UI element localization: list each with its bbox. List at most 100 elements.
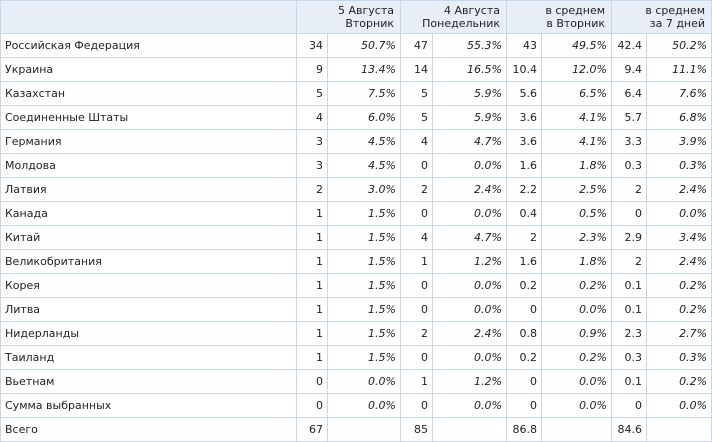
aug5-percent: 1.5% — [327, 297, 401, 322]
avg-tuesday-percent: 4.1% — [540, 105, 613, 130]
table-row: Соединенные Штаты 4 6.0% 5 5.9% 3.6 4.1% 5.7 6.8… — [0, 105, 712, 130]
aug4-value: 2 — [400, 177, 433, 202]
avg-tuesday-value: 0.2 — [506, 273, 542, 298]
aug4-percent: 0.0% — [432, 201, 507, 226]
aug4-percent: 0.0% — [432, 273, 507, 298]
aug4-value: 0 — [400, 153, 433, 178]
aug5-value: 1 — [296, 249, 328, 274]
avg-tuesday-percent: 49.5% — [540, 33, 613, 58]
country-cell: Сумма выбранных — [0, 393, 297, 418]
aug4-value: 4 — [400, 129, 433, 154]
avg-7days-percent: 50.2% — [646, 33, 712, 58]
avg-7days-value: 2 — [611, 177, 648, 202]
country-cell: Латвия — [0, 177, 297, 202]
table-row: Российская Федерация 34 50.7% 47 55.3% 43 49.5… — [0, 33, 712, 58]
aug4-percent: 0.0% — [432, 393, 507, 418]
aug4-value: 47 — [400, 33, 433, 58]
aug4-value: 0 — [400, 297, 433, 322]
aug4-percent: 4.7% — [432, 129, 507, 154]
country-cell: Корея — [0, 273, 297, 298]
avg-7days-percent: 3.9% — [646, 129, 712, 154]
aug5-value: 1 — [296, 345, 328, 370]
aug5-value: 1 — [296, 201, 328, 226]
aug4-percent: 4.7% — [432, 225, 507, 250]
aug5-percent: 1.5% — [327, 201, 401, 226]
column-header-avg-tuesday-line1: в среднем — [545, 4, 606, 17]
column-header-avg-7days[interactable]: в среднем за 7 дней — [611, 0, 712, 34]
total-row: Всего 67 85 86.8 84.6 — [0, 417, 712, 442]
avg-tuesday-value: 5.6 — [506, 81, 542, 106]
aug4-value: 1 — [400, 249, 433, 274]
avg-tuesday-percent: 12.0% — [540, 57, 613, 82]
total-label: Всего — [0, 417, 297, 442]
table-row: Латвия 2 3.0% 2 2.4% 2.2 2.5% 2 2.4% — [0, 177, 712, 202]
aug4-value: 5 — [400, 105, 433, 130]
aug4-percent: 1.2% — [432, 249, 507, 274]
total-aug4: 85 — [400, 417, 433, 442]
aug4-percent: 0.0% — [432, 153, 507, 178]
avg-tuesday-value: 1.6 — [506, 249, 542, 274]
aug5-value: 34 — [296, 33, 328, 58]
avg-7days-value: 0.1 — [611, 273, 648, 298]
aug4-value: 2 — [400, 321, 433, 346]
avg-7days-value: 5.7 — [611, 105, 648, 130]
total-aug5: 67 — [296, 417, 328, 442]
aug5-percent: 0.0% — [327, 393, 401, 418]
avg-tuesday-value: 2 — [506, 225, 542, 250]
country-cell: Российская Федерация — [0, 33, 297, 58]
aug4-value: 1 — [400, 369, 433, 394]
aug5-value: 3 — [296, 129, 328, 154]
aug5-value: 4 — [296, 105, 328, 130]
column-header-aug5[interactable]: 5 Августа Вторник — [296, 0, 401, 34]
aug5-percent: 1.5% — [327, 321, 401, 346]
table-body: Российская Федерация 34 50.7% 47 55.3% 43 49.5… — [0, 33, 712, 418]
aug4-percent: 1.2% — [432, 369, 507, 394]
avg-7days-value: 0.3 — [611, 345, 648, 370]
total-avg-7days: 84.6 — [611, 417, 648, 442]
avg-7days-value: 0.1 — [611, 369, 648, 394]
avg-7days-value: 3.3 — [611, 129, 648, 154]
avg-7days-percent: 0.3% — [646, 345, 712, 370]
avg-7days-percent: 2.4% — [646, 249, 712, 274]
country-cell: Украина — [0, 57, 297, 82]
table-row: Германия 3 4.5% 4 4.7% 3.6 4.1% 3.3 3.9% — [0, 129, 712, 154]
aug5-value: 1 — [296, 297, 328, 322]
aug4-percent: 5.9% — [432, 81, 507, 106]
avg-tuesday-percent: 0.5% — [540, 201, 613, 226]
aug5-value: 1 — [296, 225, 328, 250]
avg-7days-value: 0.3 — [611, 153, 648, 178]
column-header-aug4[interactable]: 4 Августа Понедельник — [400, 0, 507, 34]
table-row: Сумма выбранных 0 0.0% 0 0.0% 0 0.0% 0 0.0% — [0, 393, 712, 418]
avg-tuesday-percent: 1.8% — [540, 153, 613, 178]
column-header-aug4-day: Понедельник — [422, 17, 500, 30]
avg-7days-percent: 6.8% — [646, 105, 712, 130]
avg-tuesday-percent: 4.1% — [540, 129, 613, 154]
avg-tuesday-percent: 0.9% — [540, 321, 613, 346]
table-row: Корея 1 1.5% 0 0.0% 0.2 0.2% 0.1 0.2% — [0, 273, 712, 298]
aug5-percent: 7.5% — [327, 81, 401, 106]
aug4-percent: 2.4% — [432, 321, 507, 346]
avg-7days-percent: 0.0% — [646, 201, 712, 226]
avg-tuesday-value: 2.2 — [506, 177, 542, 202]
avg-tuesday-percent: 0.2% — [540, 345, 613, 370]
aug4-value: 0 — [400, 345, 433, 370]
avg-tuesday-value: 0 — [506, 393, 542, 418]
aug5-value: 2 — [296, 177, 328, 202]
country-cell: Таиланд — [0, 345, 297, 370]
avg-tuesday-value: 0 — [506, 369, 542, 394]
avg-7days-percent: 0.2% — [646, 273, 712, 298]
aug4-percent: 5.9% — [432, 105, 507, 130]
column-header-avg-7days-line1: в среднем — [645, 4, 706, 17]
avg-7days-value: 0 — [611, 393, 648, 418]
avg-7days-value: 0.1 — [611, 297, 648, 322]
aug5-percent: 13.4% — [327, 57, 401, 82]
country-cell: Вьетнам — [0, 369, 297, 394]
table-row: Великобритания 1 1.5% 1 1.2% 1.6 1.8% 2 2.4% — [0, 249, 712, 274]
column-header-avg-tuesday[interactable]: в среднем в Вторник — [505, 0, 613, 34]
aug5-percent: 50.7% — [327, 33, 401, 58]
avg-7days-value: 2.3 — [611, 321, 648, 346]
avg-tuesday-value: 1.6 — [506, 153, 542, 178]
aug5-value: 3 — [296, 153, 328, 178]
avg-tuesday-percent: 0.0% — [540, 297, 613, 322]
avg-tuesday-value: 0.2 — [506, 345, 542, 370]
